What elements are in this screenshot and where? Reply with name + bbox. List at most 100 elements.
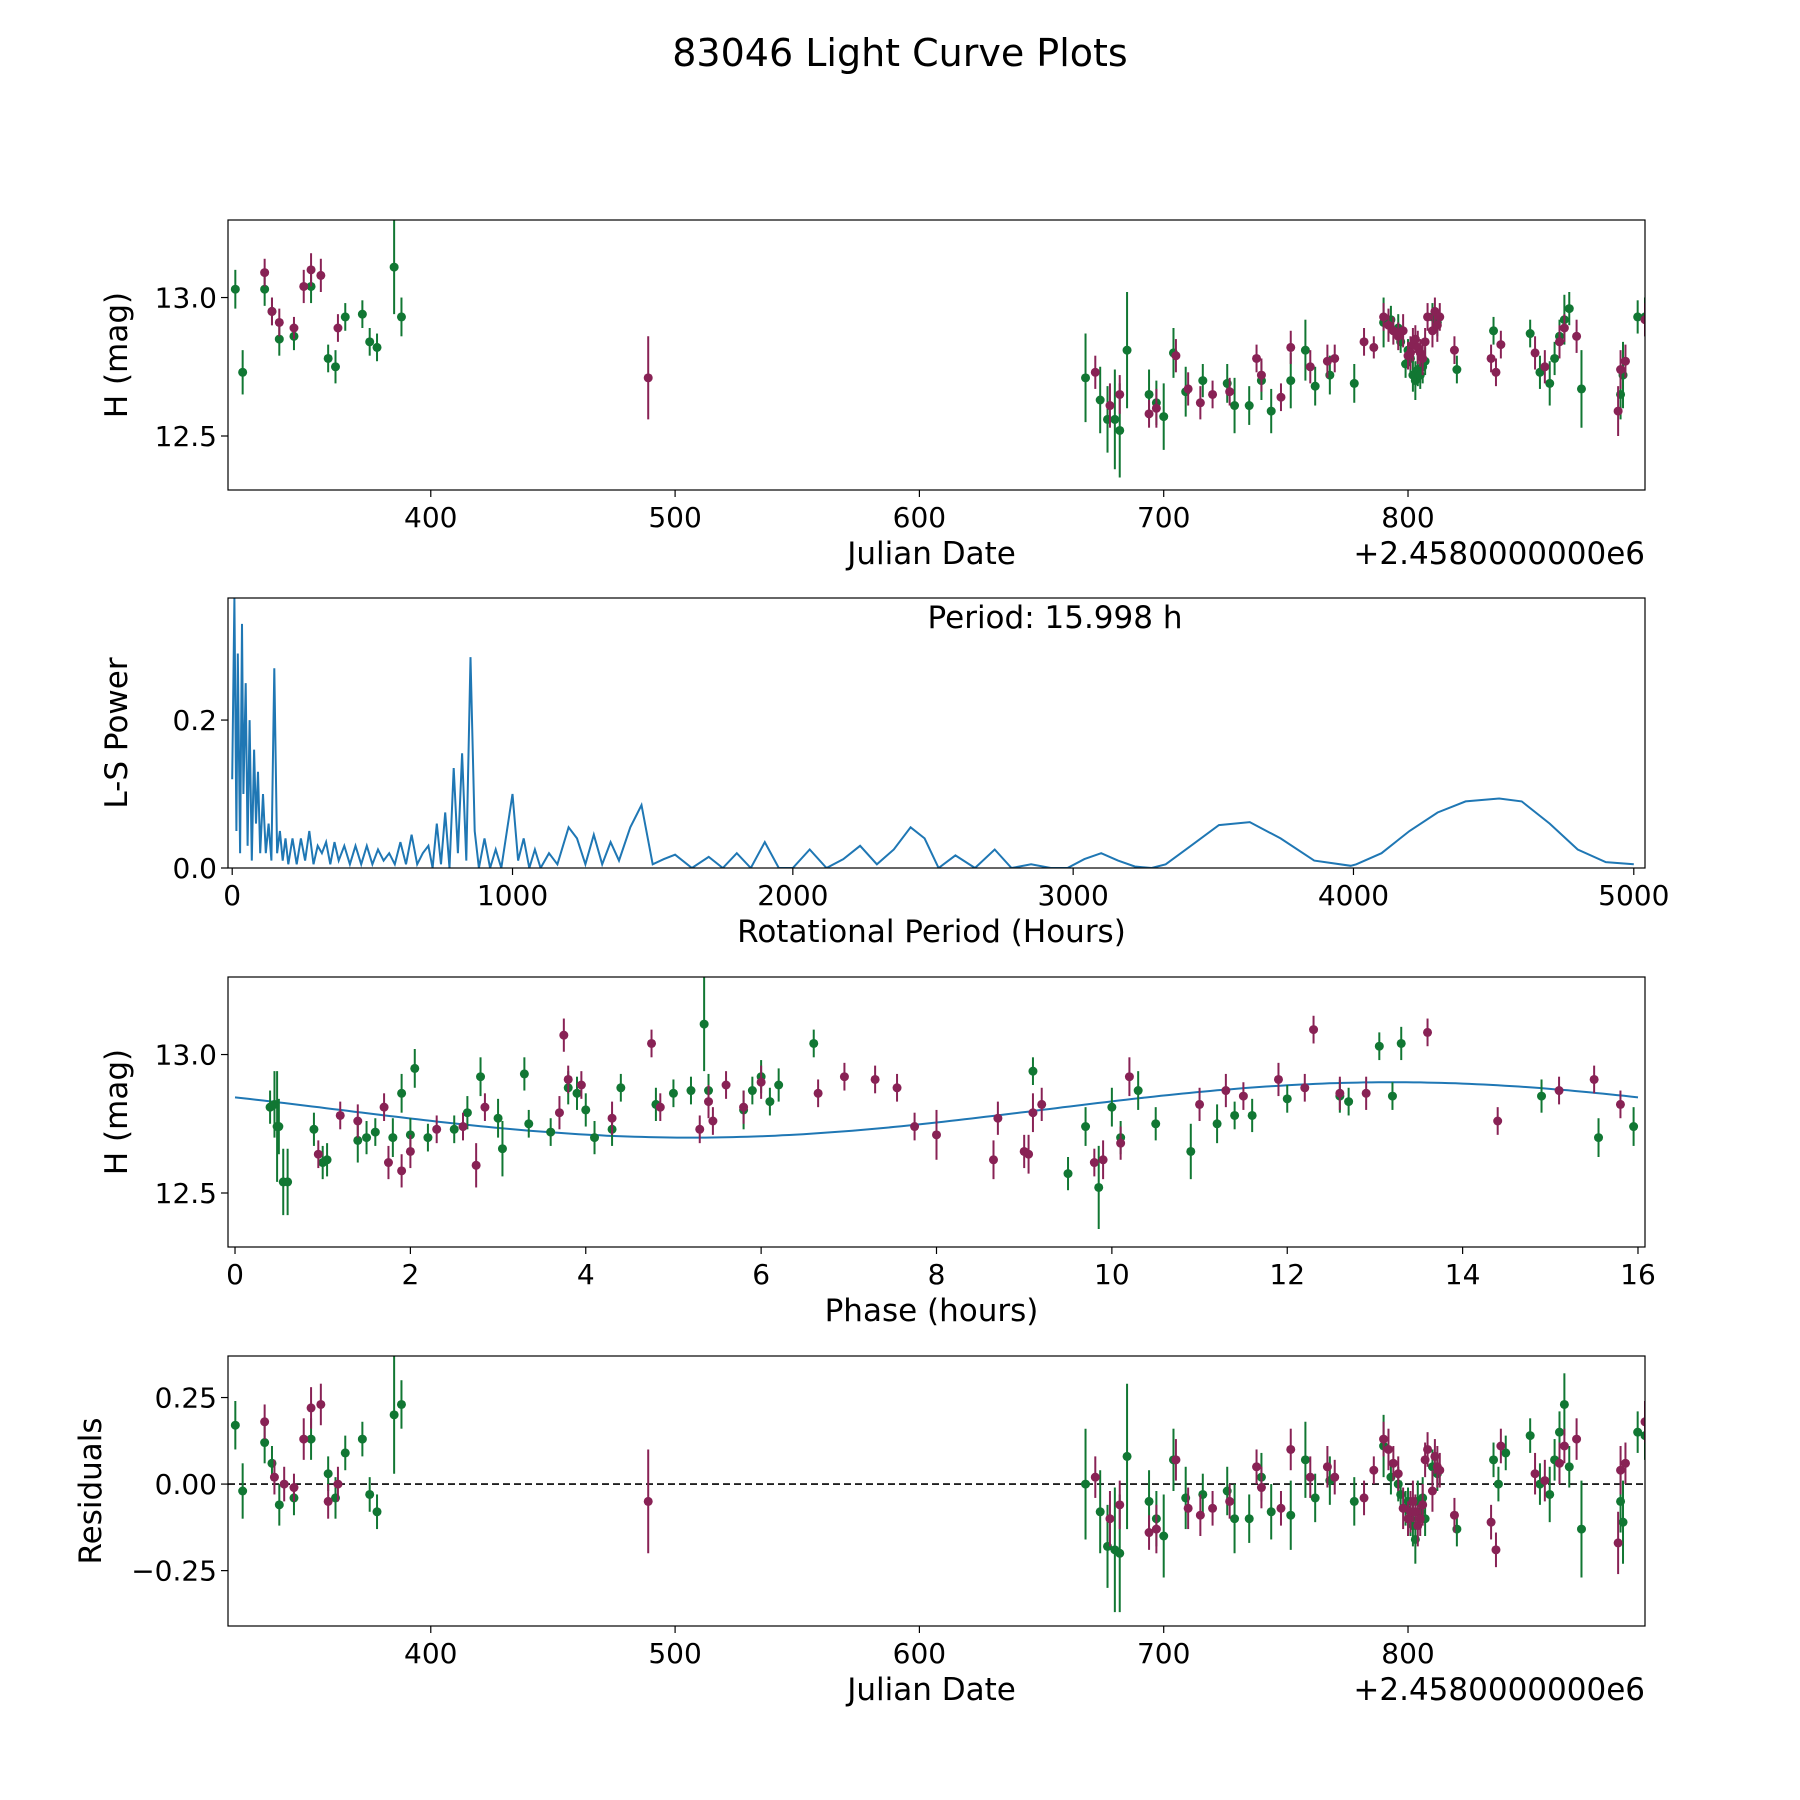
data-point-purple bbox=[1089, 1158, 1099, 1168]
data-point-green bbox=[1028, 1066, 1038, 1076]
data-point-green bbox=[389, 1410, 399, 1420]
data-point-purple bbox=[1530, 1469, 1540, 1479]
data-point-purple bbox=[299, 281, 309, 291]
data-point-green bbox=[410, 1063, 420, 1073]
data-point-purple bbox=[1496, 340, 1506, 350]
lightcurve-panel: 400 500 600 700 800 12.5 13.0 Julian Date H (mag… bbox=[99, 219, 1646, 572]
data-point-purple bbox=[643, 373, 653, 383]
data-point-green bbox=[699, 1019, 709, 1029]
data-point-purple bbox=[1589, 1074, 1599, 1084]
data-point-green bbox=[1095, 395, 1105, 405]
x-tick-label: 5000 bbox=[1598, 879, 1669, 912]
data-point-green bbox=[1230, 401, 1240, 411]
y-tick-label: 13.0 bbox=[155, 282, 217, 315]
lightcurve-plot-area bbox=[230, 220, 1645, 478]
data-point-purple bbox=[316, 1399, 326, 1409]
y-axis-label: Residuals bbox=[73, 1417, 109, 1564]
data-point-green bbox=[462, 1108, 472, 1118]
data-point-green bbox=[340, 1448, 350, 1458]
data-point-purple bbox=[1252, 353, 1262, 363]
data-point-green bbox=[1198, 376, 1208, 386]
y-tick-label: 12.5 bbox=[155, 1177, 217, 1210]
data-point-purple bbox=[1098, 1155, 1108, 1165]
x-tick-label: 800 bbox=[1381, 1637, 1434, 1670]
data-point-purple bbox=[704, 1097, 714, 1107]
y-tick-label: −0.25 bbox=[131, 1555, 217, 1588]
data-point-green bbox=[1640, 1431, 1645, 1441]
y-tick-label: 0.0 bbox=[172, 852, 217, 885]
x-tick-label: 4000 bbox=[1318, 879, 1389, 912]
data-point-green bbox=[1286, 376, 1296, 386]
period-annotation: Period: 15.998 h bbox=[928, 600, 1183, 636]
data-point-purple bbox=[1615, 1099, 1625, 1109]
data-point-purple bbox=[1398, 1503, 1408, 1513]
data-point-purple bbox=[1309, 1025, 1319, 1035]
data-point-purple bbox=[1616, 365, 1626, 375]
x-tick-label: 600 bbox=[893, 501, 946, 534]
figure-title: 83046 Light Curve Plots bbox=[672, 31, 1127, 75]
y-axis-label: L-S Power bbox=[99, 657, 135, 808]
data-point-green bbox=[260, 284, 270, 294]
data-point-purple bbox=[1572, 331, 1582, 341]
plot-frame bbox=[227, 597, 1646, 869]
data-point-purple bbox=[316, 270, 326, 280]
data-point-purple bbox=[1379, 312, 1389, 322]
data-point-green bbox=[372, 342, 382, 352]
data-point-green bbox=[1115, 1548, 1125, 1558]
data-point-purple bbox=[1195, 398, 1205, 408]
data-point-green bbox=[497, 1144, 507, 1154]
data-point-green bbox=[1633, 1427, 1643, 1437]
data-point-purple bbox=[397, 1166, 407, 1176]
x-tick-label: 700 bbox=[1137, 1637, 1190, 1670]
data-point-purple bbox=[299, 1434, 309, 1444]
data-point-purple bbox=[932, 1130, 941, 1140]
data-point-green bbox=[616, 1083, 626, 1093]
data-point-purple bbox=[274, 317, 284, 327]
data-point-green bbox=[309, 1124, 319, 1134]
data-point-purple bbox=[306, 265, 316, 275]
data-point-purple bbox=[267, 306, 277, 316]
data-point-purple bbox=[1037, 1099, 1047, 1109]
periodogram-line bbox=[231, 598, 1634, 868]
data-point-green bbox=[1629, 1122, 1639, 1132]
data-point-purple bbox=[1171, 351, 1181, 361]
data-point-purple bbox=[1491, 367, 1501, 377]
x-tick-label: 400 bbox=[404, 1637, 457, 1670]
data-point-green bbox=[519, 1069, 529, 1079]
data-point-green bbox=[365, 337, 375, 347]
data-point-purple bbox=[1379, 1434, 1389, 1444]
data-point-green bbox=[1286, 1510, 1296, 1520]
data-point-purple bbox=[1540, 1476, 1550, 1486]
data-point-green bbox=[1094, 1182, 1104, 1192]
phase-plot-area bbox=[234, 977, 1639, 1229]
data-point-green bbox=[1107, 1102, 1117, 1112]
data-point-purple bbox=[1335, 1088, 1345, 1098]
data-point-green bbox=[1212, 1119, 1222, 1129]
data-point-purple bbox=[1115, 1500, 1125, 1510]
x-tick-label: 10 bbox=[1094, 1258, 1130, 1291]
data-point-green bbox=[1115, 425, 1125, 435]
data-point-green bbox=[397, 1088, 407, 1098]
x-tick-label: 400 bbox=[404, 501, 457, 534]
data-point-purple bbox=[1559, 1441, 1569, 1451]
data-point-green bbox=[1230, 1514, 1240, 1524]
data-point-purple bbox=[1151, 403, 1161, 413]
data-point-green bbox=[238, 1486, 248, 1496]
data-point-purple bbox=[695, 1124, 705, 1134]
data-point-purple bbox=[1572, 1434, 1582, 1444]
data-point-green bbox=[1618, 1517, 1628, 1527]
data-point-green bbox=[1559, 1399, 1569, 1409]
data-point-green bbox=[330, 362, 340, 372]
data-point-purple bbox=[1435, 1465, 1445, 1475]
data-point-purple bbox=[1238, 1091, 1248, 1101]
data-point-purple bbox=[1221, 1086, 1231, 1096]
data-point-green bbox=[1095, 1507, 1105, 1517]
x-tick-label: 0 bbox=[226, 1258, 244, 1291]
data-point-purple bbox=[1225, 387, 1235, 397]
data-point-purple bbox=[1359, 1493, 1369, 1503]
data-point-purple bbox=[559, 1030, 569, 1040]
y-tick-label: 0.25 bbox=[155, 1382, 217, 1415]
data-point-green bbox=[1230, 1110, 1240, 1120]
data-point-purple bbox=[1195, 1510, 1205, 1520]
data-point-green bbox=[1525, 329, 1535, 339]
